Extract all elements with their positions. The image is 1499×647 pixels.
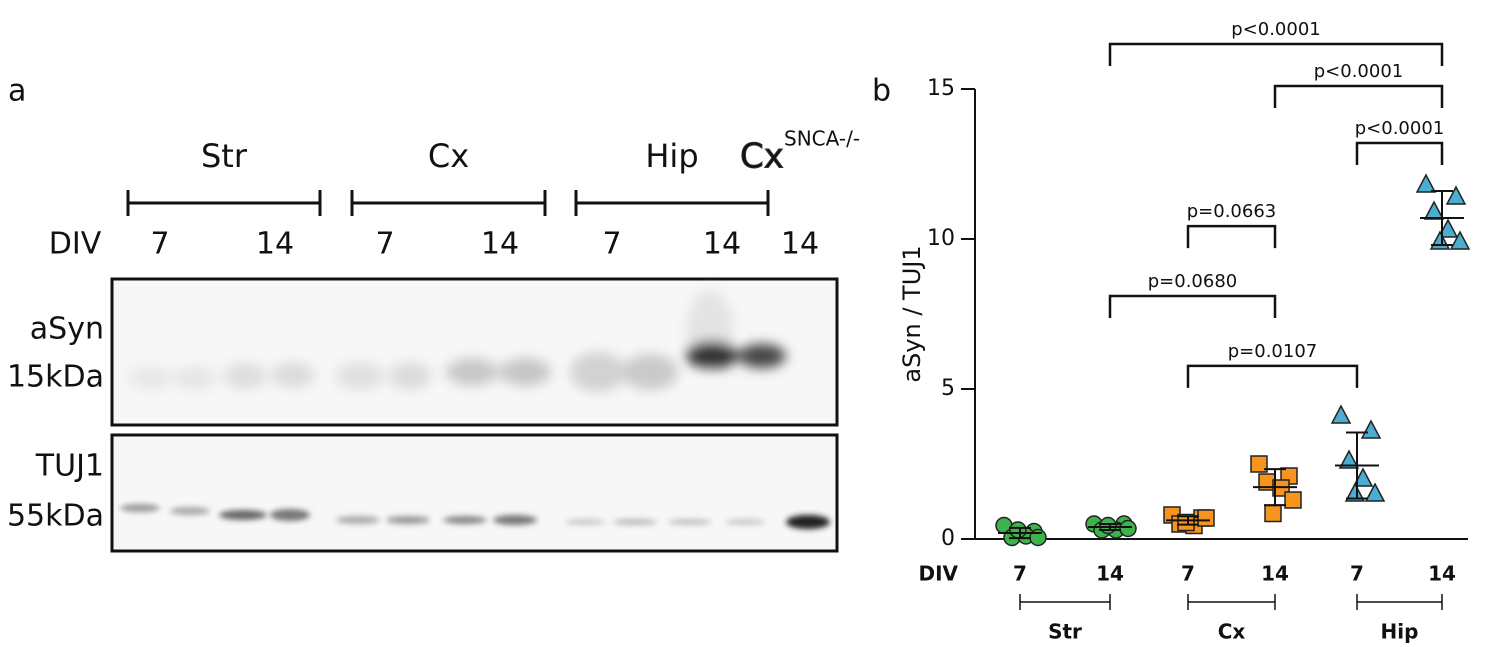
lane-label: 7 [375,227,394,262]
data-point [1352,467,1374,487]
lane-label: 14 [703,227,741,262]
data-point [1360,419,1382,439]
group-label: Str [1048,620,1082,644]
panel-label: b [872,74,891,109]
row-label: TUJ1 [35,449,104,484]
lane-label: 14 [781,227,819,262]
row-size: 55kDa [7,499,104,534]
western-blot [110,277,839,553]
data-point [1119,519,1137,538]
significance-bracket [1355,141,1444,165]
lane-label: 14 [256,227,294,262]
row-size: 15kDa [7,360,104,395]
data-point [1344,482,1366,502]
data-point [1250,455,1268,473]
p-value-label: p<0.0001 [1231,19,1321,40]
data-point [1284,491,1302,509]
y-tick-label: 0 [941,526,955,551]
data-point [1029,528,1047,547]
data-point [1364,482,1386,502]
group-label: Str [201,137,248,175]
significance-bracket [1186,224,1277,249]
p-value-label: p=0.0107 [1228,341,1318,362]
y-tick-label: 5 [941,376,955,401]
y-axis-label: aSyn / TUJ1 [898,245,926,382]
significance-bracket [1108,42,1444,66]
x-tick-label: 7 [1181,562,1195,586]
lane-label: 14 [481,227,519,262]
data-point [1330,404,1352,424]
x-tick-label: 14 [1428,562,1456,586]
data-point [1197,509,1215,527]
significance-bracket [1186,364,1359,388]
data-point [1445,185,1467,205]
group-label: Hip [1381,620,1419,644]
data-point [1099,516,1117,535]
div-label: DIV [49,227,102,262]
x-axis-title: DIV [918,562,958,586]
data-point [1415,173,1437,193]
data-point [1437,218,1459,238]
data-point [1264,504,1282,523]
group-label: Hip [645,137,698,175]
tuj1-bands [120,504,830,529]
x-tick-label: 14 [1096,562,1124,586]
knockout-label: Cx [740,137,784,177]
p-value-label: p<0.0001 [1314,61,1404,82]
data-point [1177,513,1195,532]
y-tick-label: 10 [927,226,955,251]
panel-label: a [8,74,26,109]
y-tick-label: 15 [927,76,955,101]
blot-frame [110,433,839,553]
asyn-bands [128,290,786,392]
lane-label: 7 [150,227,169,262]
x-tick-label: 7 [1013,562,1027,586]
group-label: Cx [1218,620,1246,644]
row-label: aSyn [30,312,104,347]
x-tick-label: 7 [1350,562,1364,586]
x-tick-label: 14 [1261,562,1289,586]
significance-bracket [1273,84,1444,108]
data-point [1423,200,1445,220]
data-point [1338,449,1360,469]
knockout-superscript: SNCA-/- [784,127,860,151]
p-value-label: p=0.0663 [1187,201,1277,222]
data-point [1449,230,1471,250]
lane-label: 7 [602,227,621,262]
significance-bracket [1108,294,1277,318]
group-label: Cx [428,137,469,175]
p-value-label: p=0.0680 [1148,271,1238,292]
data-point [1009,521,1027,539]
p-value-label: p<0.0001 [1355,118,1445,139]
